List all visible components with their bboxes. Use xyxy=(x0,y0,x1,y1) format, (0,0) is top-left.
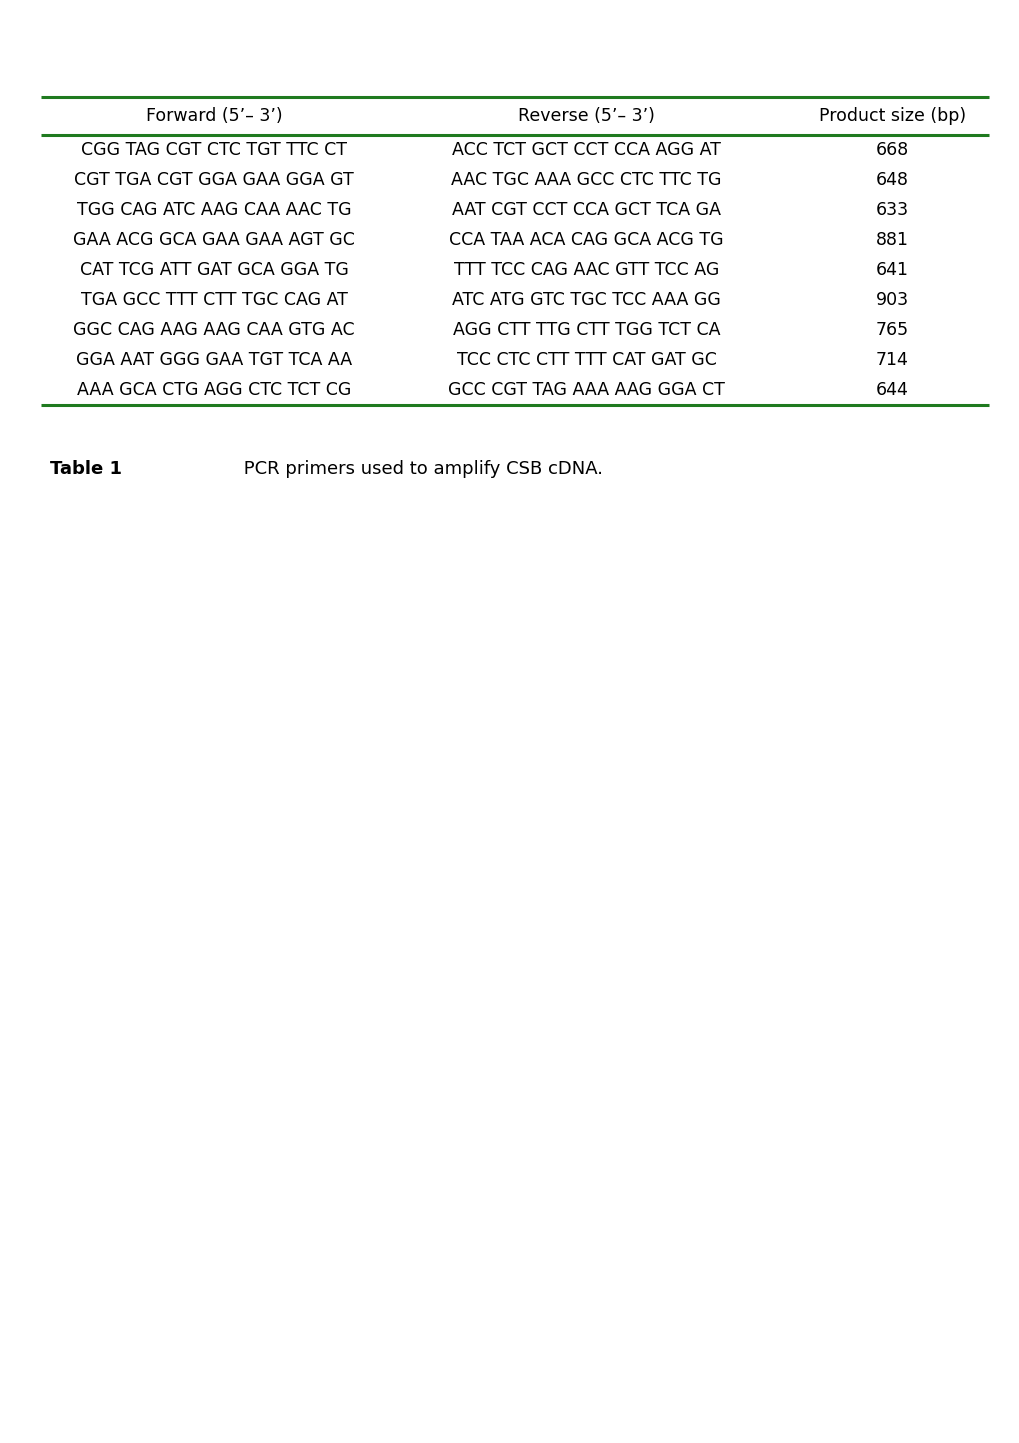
Text: GAA ACG GCA GAA GAA AGT GC: GAA ACG GCA GAA GAA AGT GC xyxy=(73,231,355,250)
Text: 648: 648 xyxy=(875,172,908,189)
Text: TGA GCC TTT CTT TGC CAG AT: TGA GCC TTT CTT TGC CAG AT xyxy=(81,291,347,309)
Text: 881: 881 xyxy=(875,231,908,250)
Text: CAT TCG ATT GAT GCA GGA TG: CAT TCG ATT GAT GCA GGA TG xyxy=(79,261,348,278)
Text: 633: 633 xyxy=(875,201,908,219)
Text: AGG CTT TTG CTT TGG TCT CA: AGG CTT TTG CTT TGG TCT CA xyxy=(452,320,719,339)
Text: GGC CAG AAG AAG CAA GTG AC: GGC CAG AAG AAG CAA GTG AC xyxy=(73,320,355,339)
Text: AAT CGT CCT CCA GCT TCA GA: AAT CGT CCT CCA GCT TCA GA xyxy=(451,201,720,219)
Text: 714: 714 xyxy=(875,351,908,369)
Text: 903: 903 xyxy=(875,291,908,309)
Text: Product size (bp): Product size (bp) xyxy=(818,107,965,126)
Text: Forward (5’– 3’): Forward (5’– 3’) xyxy=(146,107,282,126)
Text: ACC TCT GCT CCT CCA AGG AT: ACC TCT GCT CCT CCA AGG AT xyxy=(451,141,720,159)
Text: 765: 765 xyxy=(875,320,908,339)
Text: PCR primers used to amplify CSB cDNA.: PCR primers used to amplify CSB cDNA. xyxy=(238,460,602,478)
Text: GGA AAT GGG GAA TGT TCA AA: GGA AAT GGG GAA TGT TCA AA xyxy=(76,351,352,369)
Text: 644: 644 xyxy=(875,381,908,400)
Text: CGT TGA CGT GGA GAA GGA GT: CGT TGA CGT GGA GAA GGA GT xyxy=(74,172,354,189)
Text: CCA TAA ACA CAG GCA ACG TG: CCA TAA ACA CAG GCA ACG TG xyxy=(448,231,723,250)
Text: AAC TGC AAA GCC CTC TTC TG: AAC TGC AAA GCC CTC TTC TG xyxy=(450,172,721,189)
Text: AAA GCA CTG AGG CTC TCT CG: AAA GCA CTG AGG CTC TCT CG xyxy=(77,381,351,400)
Text: TTT TCC CAG AAC GTT TCC AG: TTT TCC CAG AAC GTT TCC AG xyxy=(453,261,718,278)
Text: CGG TAG CGT CTC TGT TTC CT: CGG TAG CGT CTC TGT TTC CT xyxy=(82,141,346,159)
Text: Table 1: Table 1 xyxy=(50,460,122,478)
Text: GCC CGT TAG AAA AAG GGA CT: GCC CGT TAG AAA AAG GGA CT xyxy=(447,381,725,400)
Text: TGG CAG ATC AAG CAA AAC TG: TGG CAG ATC AAG CAA AAC TG xyxy=(76,201,352,219)
Text: ATC ATG GTC TGC TCC AAA GG: ATC ATG GTC TGC TCC AAA GG xyxy=(451,291,720,309)
Text: Reverse (5’– 3’): Reverse (5’– 3’) xyxy=(518,107,654,126)
Text: TCC CTC CTT TTT CAT GAT GC: TCC CTC CTT TTT CAT GAT GC xyxy=(457,351,715,369)
Text: 668: 668 xyxy=(875,141,908,159)
Text: 641: 641 xyxy=(875,261,908,278)
